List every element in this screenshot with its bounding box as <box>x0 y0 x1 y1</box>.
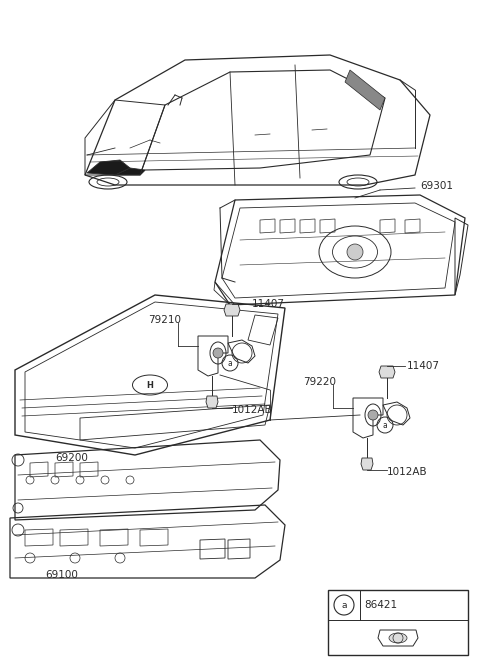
Polygon shape <box>224 304 240 316</box>
Polygon shape <box>115 168 145 175</box>
Polygon shape <box>87 160 130 175</box>
Text: 86421: 86421 <box>364 600 397 610</box>
Text: 11407: 11407 <box>252 299 285 309</box>
Polygon shape <box>379 366 395 378</box>
Text: H: H <box>146 380 154 390</box>
Text: 11407: 11407 <box>407 361 440 371</box>
Text: 69100: 69100 <box>45 570 78 580</box>
Text: a: a <box>383 420 387 430</box>
Text: a: a <box>228 359 232 367</box>
Text: 1012AB: 1012AB <box>232 405 273 415</box>
Ellipse shape <box>389 633 407 643</box>
Circle shape <box>213 348 223 358</box>
Text: 69301: 69301 <box>420 181 453 191</box>
Text: 79210: 79210 <box>148 315 181 325</box>
Polygon shape <box>345 70 385 110</box>
Polygon shape <box>361 458 373 470</box>
Text: a: a <box>341 600 347 610</box>
Text: 69200: 69200 <box>55 453 88 463</box>
Circle shape <box>347 244 363 260</box>
Text: 1012AB: 1012AB <box>387 467 428 477</box>
Text: 79220: 79220 <box>303 377 336 387</box>
Polygon shape <box>206 396 218 408</box>
Circle shape <box>368 410 378 420</box>
